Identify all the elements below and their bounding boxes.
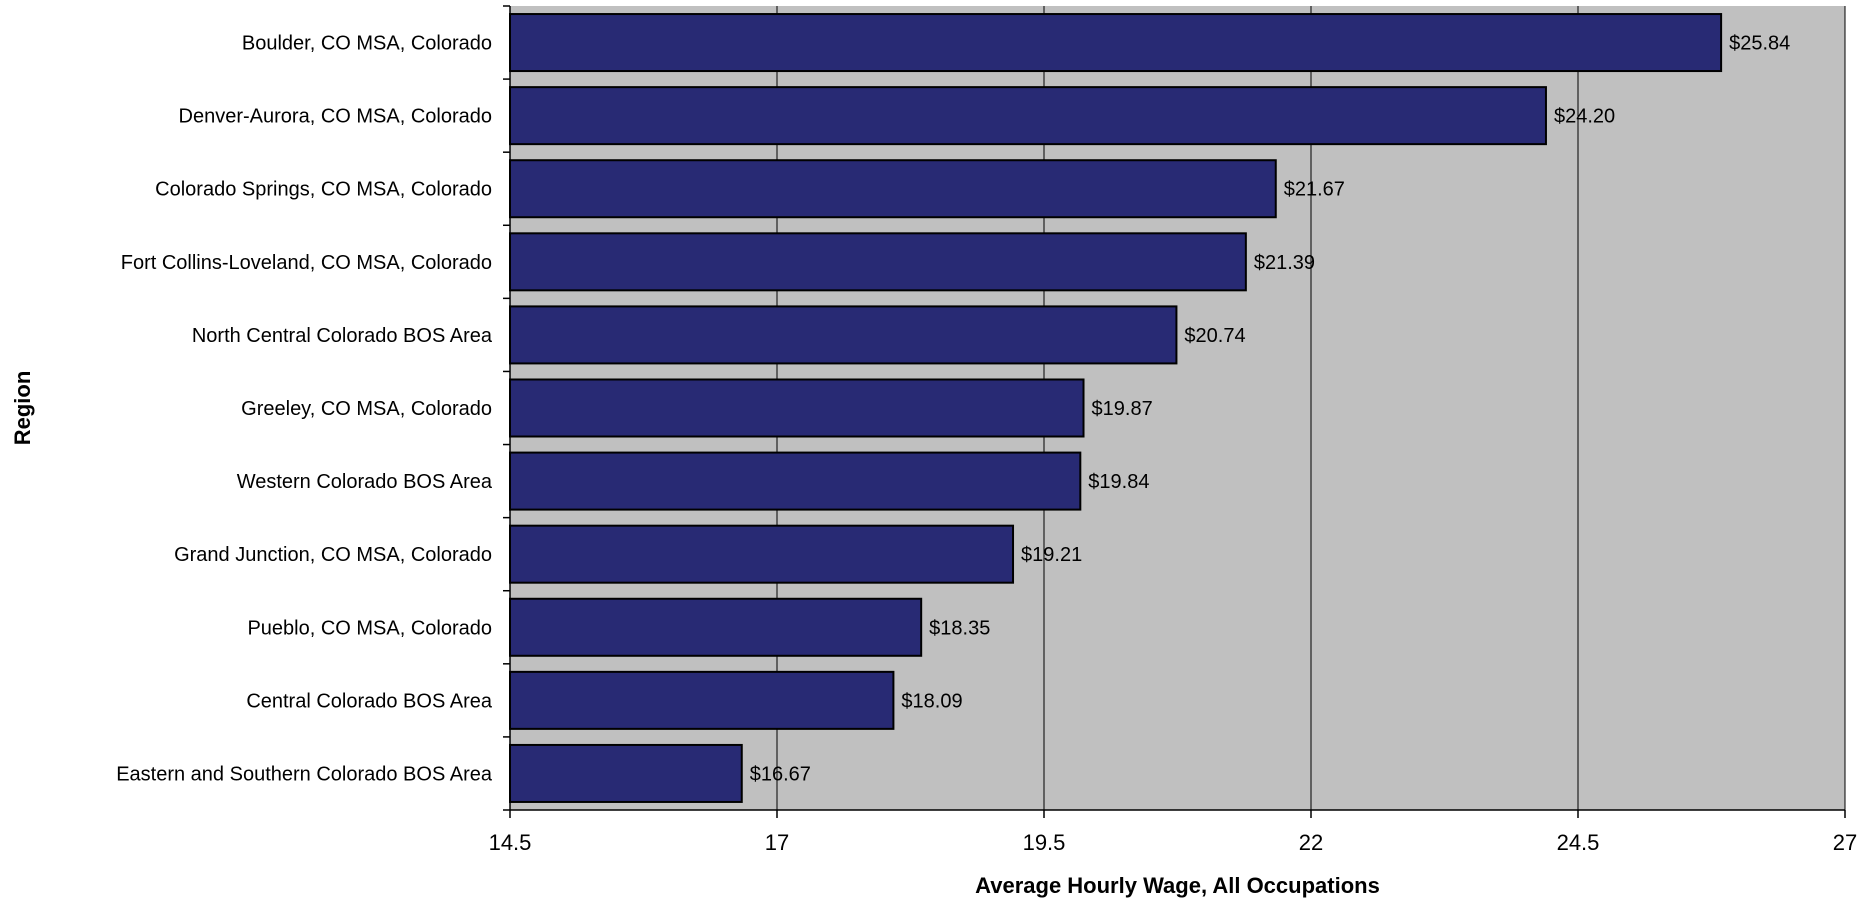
bar — [509, 232, 1247, 292]
data-label: $19.87 — [1092, 398, 1153, 420]
category-label: Denver-Aurora, CO MSA, Colorado — [179, 106, 492, 128]
data-label: $24.20 — [1554, 106, 1615, 128]
bar — [509, 670, 895, 730]
data-label: $20.74 — [1184, 325, 1245, 347]
category-label: Fort Collins-Loveland, CO MSA, Colorado — [121, 252, 492, 274]
labels: $25.84 Boulder, CO MSA, Colorado $24.20 Den… — [116, 33, 1790, 786]
category-label: North Central Colorado BOS Area — [192, 325, 493, 347]
bar — [509, 378, 1085, 438]
data-label: $25.84 — [1729, 33, 1790, 55]
y-axis-title: Region — [10, 371, 35, 446]
category-label: Greeley, CO MSA, Colorado — [241, 398, 492, 420]
bar — [509, 451, 1082, 511]
x-tick-label: 24.5 — [1557, 830, 1600, 855]
x-tick-label: 19.5 — [1023, 830, 1066, 855]
category-label: Grand Junction, CO MSA, Colorado — [174, 544, 492, 566]
category-label: Eastern and Southern Colorado BOS Area — [116, 763, 493, 785]
data-label: $18.35 — [929, 617, 990, 639]
bars — [509, 13, 1723, 803]
category-label: Colorado Springs, CO MSA, Colorado — [155, 179, 492, 201]
bar — [509, 305, 1178, 365]
data-label: $21.39 — [1254, 252, 1315, 274]
x-tick-label: 27 — [1833, 830, 1857, 855]
bar — [509, 13, 1723, 73]
axes: 14.5 17 19.5 22 24.5 27 — [489, 5, 1857, 855]
bar — [509, 159, 1277, 219]
category-label: Central Colorado BOS Area — [246, 690, 493, 712]
x-tick-label: 22 — [1299, 830, 1323, 855]
x-tick-label: 14.5 — [489, 830, 532, 855]
bar — [509, 743, 743, 803]
data-label: $21.67 — [1284, 179, 1345, 201]
x-axis-title: Average Hourly Wage, All Occupations — [975, 873, 1380, 898]
category-label: Boulder, CO MSA, Colorado — [242, 33, 492, 55]
category-label: Western Colorado BOS Area — [237, 471, 493, 493]
x-tick-label: 17 — [765, 830, 789, 855]
data-label: $19.21 — [1021, 544, 1082, 566]
bar — [509, 86, 1547, 146]
data-label: $16.67 — [750, 763, 811, 785]
data-label: $18.09 — [901, 690, 962, 712]
bar — [509, 524, 1015, 584]
data-label: $19.84 — [1088, 471, 1149, 493]
bar — [509, 597, 923, 657]
category-label: Pueblo, CO MSA, Colorado — [247, 617, 492, 639]
